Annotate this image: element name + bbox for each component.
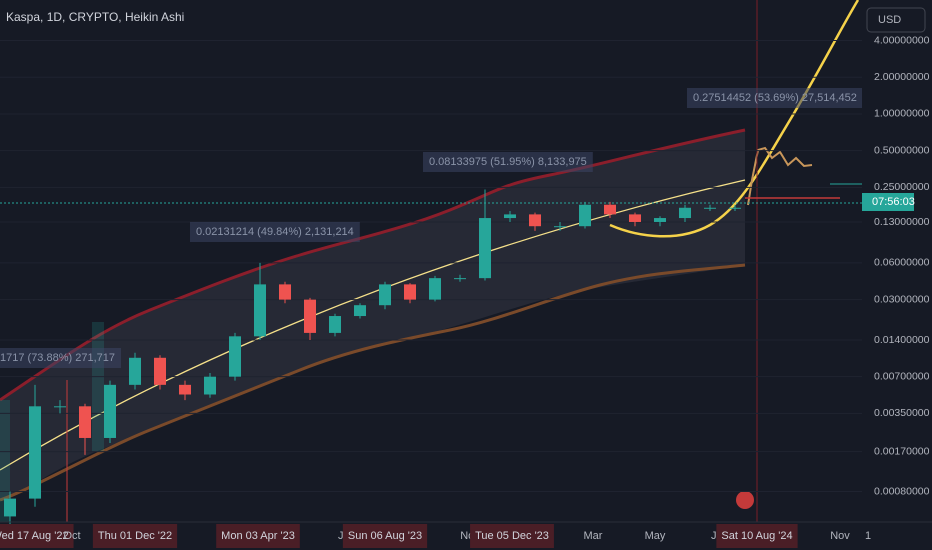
x-tick-label: Oct	[63, 530, 80, 542]
candle-body	[529, 214, 541, 227]
x-tick-label: Sat 10 Aug '24	[721, 530, 792, 542]
candle-body	[579, 204, 591, 227]
y-tick-label: 0.00350000	[874, 407, 930, 419]
y-tick-label: 0.00700000	[874, 370, 930, 382]
lower-band	[0, 263, 746, 502]
annotation-box	[0, 348, 121, 368]
projection	[747, 146, 813, 206]
x-tick-label: Thu 01 Dec '22	[98, 530, 172, 542]
currency: USD	[878, 14, 901, 26]
x-tick-label: 1	[865, 530, 871, 542]
y-tick-label: 0.25000000	[874, 181, 930, 193]
candle-body	[604, 204, 616, 215]
x-tick-label: May	[645, 530, 666, 542]
candle-body	[729, 207, 741, 209]
x-tick-label: Tue 05 Dec '23	[475, 530, 549, 542]
candle-body	[654, 218, 666, 222]
x-tick-label: Wed 17 Aug '22	[0, 530, 69, 542]
x-tick-label: Mon 03 Apr '23	[221, 530, 295, 542]
candle-body	[254, 284, 266, 337]
candle-body	[229, 336, 241, 377]
y-tick-label: 0.03000000	[874, 293, 930, 305]
x-label-highlight	[470, 524, 554, 548]
candle-body	[429, 278, 441, 300]
candle-body	[554, 226, 566, 228]
y-tick-label: 0.13000000	[874, 216, 930, 228]
y-tick-label: 0.00170000	[874, 445, 930, 457]
candle-body	[679, 207, 691, 219]
candle-body	[304, 299, 316, 333]
annotation-box	[423, 152, 593, 172]
countdown-box	[862, 193, 914, 211]
candle-body	[204, 376, 216, 395]
currency-button[interactable]	[866, 7, 926, 33]
annotation-box	[687, 88, 863, 108]
candle-body	[504, 214, 516, 219]
candle-body	[379, 284, 391, 306]
event-icon[interactable]	[736, 491, 754, 509]
candle-body	[104, 384, 116, 438]
candle-body	[4, 498, 16, 517]
x-tick-label: Nov	[830, 530, 850, 542]
candle-body	[454, 278, 466, 280]
x-label-highlight	[716, 524, 798, 548]
annotation-box	[190, 222, 360, 242]
highlight	[0, 400, 10, 522]
candle-body	[129, 357, 141, 385]
candle-body	[54, 406, 66, 408]
x-tick-label: Sun 06 Aug '23	[348, 530, 422, 542]
y-tick-label: 0.50000000	[874, 144, 930, 156]
candle-body	[329, 316, 341, 333]
candle-body	[404, 284, 416, 300]
x-tick-label: Mar	[584, 530, 603, 542]
y-tick-label: 0.01400000	[874, 334, 930, 346]
x-label-highlight	[0, 524, 74, 548]
y-tick-label: 4.00000000	[874, 34, 930, 46]
y-tick-label: 0.06000000	[874, 257, 930, 269]
chart-title: Kaspa, 1D, CRYPTO, Heikin Ashi	[6, 10, 184, 24]
annotation: 1717 (73.88%) 271,717	[0, 352, 115, 364]
y-tick-label: 1.00000000	[874, 108, 930, 120]
candle-body	[154, 357, 166, 385]
candle-body	[354, 305, 366, 317]
annotation: 0.08133975 (51.95%) 8,133,975	[429, 156, 587, 168]
fit-curve	[0, 179, 746, 471]
candle-body	[629, 214, 641, 222]
x-label-highlight	[342, 524, 428, 548]
annotation: 0.02131214 (49.84%) 2,131,214	[196, 226, 354, 238]
y-tick-label: 2.00000000	[874, 71, 930, 83]
candle-body	[704, 207, 716, 209]
x-label-highlight	[216, 524, 300, 548]
channel-fill	[0, 130, 745, 500]
candle-body	[179, 384, 191, 395]
x-label-highlight	[92, 524, 178, 548]
y-tick-label: 0.00080000	[874, 485, 930, 497]
candle-body	[279, 284, 291, 300]
countdown: 07:56:03	[872, 196, 915, 208]
candle-body	[479, 218, 491, 279]
price-axis	[862, 0, 932, 550]
annotation: 0.27514452 (53.69%) 27,514,452	[693, 92, 857, 104]
candle-body	[29, 406, 41, 499]
highlight	[92, 322, 104, 452]
parabola	[609, 0, 860, 238]
candle-body	[79, 406, 91, 438]
